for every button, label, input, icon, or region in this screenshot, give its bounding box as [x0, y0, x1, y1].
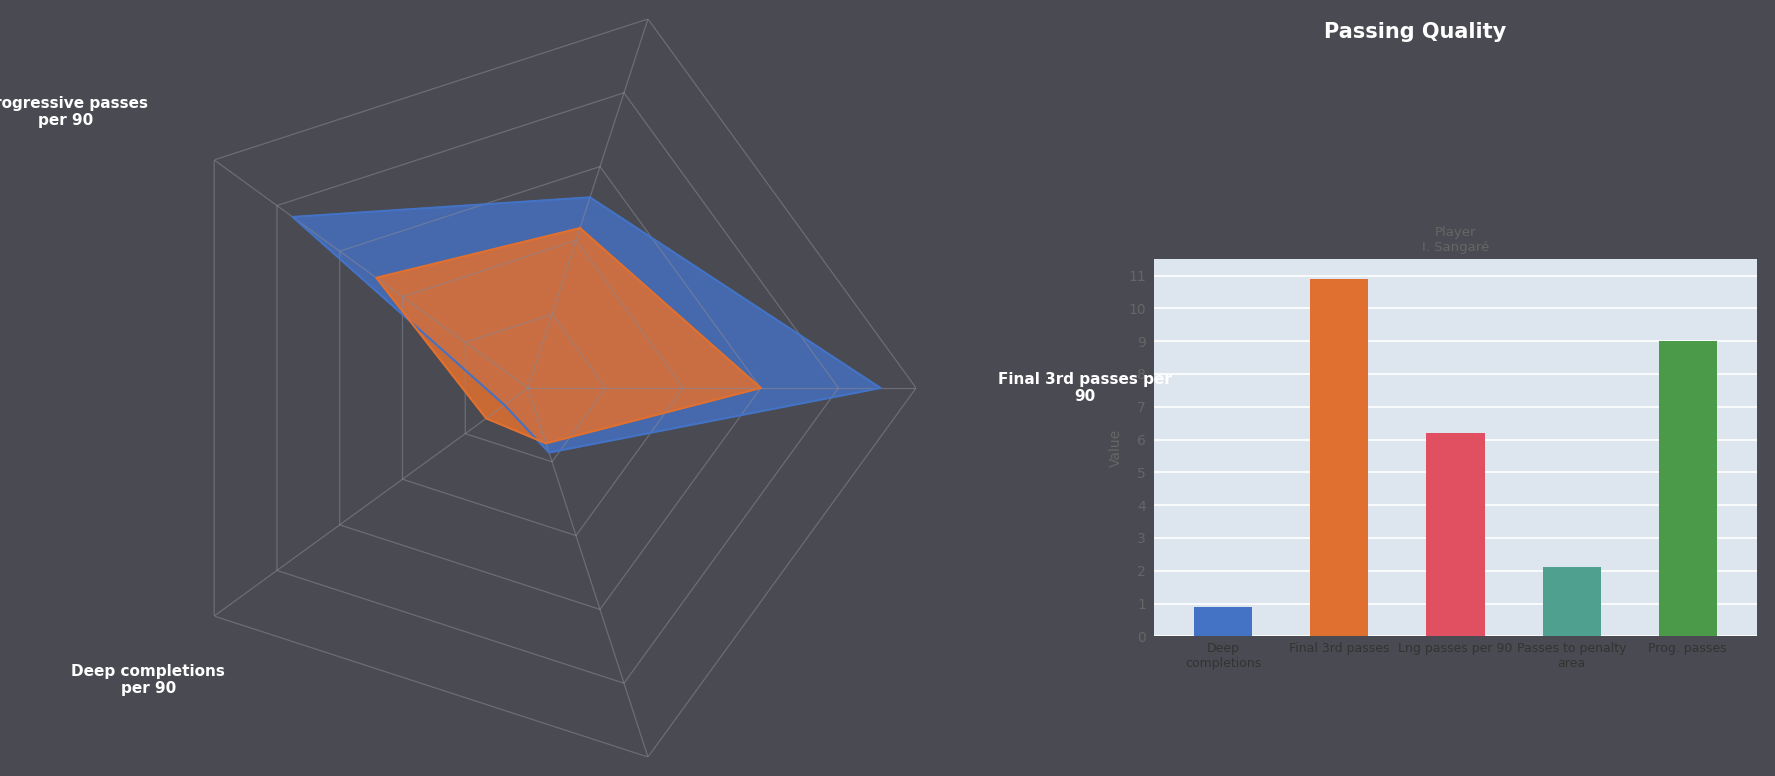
Bar: [1542, 567, 1601, 636]
Text: Passing Quality: Passing Quality: [1324, 22, 1507, 42]
Bar: [1195, 607, 1253, 636]
Text: Deep completions
per 90: Deep completions per 90: [71, 664, 225, 696]
Bar: [1658, 341, 1716, 636]
Title: Player
I. Sangaré: Player I. Sangaré: [1422, 226, 1489, 254]
Text: Final 3rd passes per
90: Final 3rd passes per 90: [998, 372, 1172, 404]
Y-axis label: Value: Value: [1109, 428, 1124, 467]
Polygon shape: [376, 228, 761, 443]
Text: Progressive passes
per 90: Progressive passes per 90: [0, 96, 149, 128]
Bar: [1427, 433, 1484, 636]
Polygon shape: [293, 197, 880, 452]
Bar: [1310, 279, 1369, 636]
